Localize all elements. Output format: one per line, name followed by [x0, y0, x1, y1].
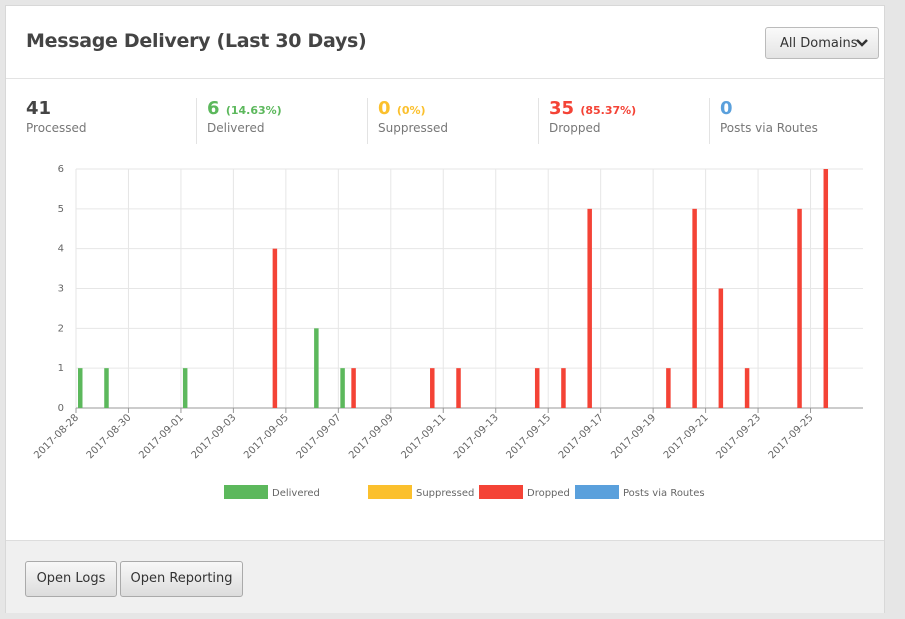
stat: 41 Processed — [16, 98, 186, 144]
bar — [718, 288, 724, 408]
bar — [456, 368, 461, 408]
legend-label: Posts via Routes — [623, 488, 705, 499]
stat-value: 0 — [378, 98, 391, 119]
stat-label: Delivered — [207, 121, 265, 135]
open-reporting-button[interactable]: Open Reporting — [120, 561, 243, 597]
bar — [104, 368, 109, 408]
y-tick-label: 6 — [58, 164, 64, 175]
x-tick-label: 2017-09-01 — [137, 412, 186, 461]
legend-label: Suppressed — [416, 488, 474, 499]
x-tick-label: 2017-09-19 — [609, 412, 658, 461]
legend-swatch — [368, 485, 412, 499]
bar — [692, 208, 697, 408]
footer: Open Logs Open Reporting — [6, 540, 884, 613]
open-logs-button[interactable]: Open Logs — [25, 561, 117, 597]
x-tick-label: 2017-09-03 — [190, 412, 239, 461]
x-tick-label: 2017-08-28 — [32, 412, 81, 461]
stat: 35 (85.37%) Dropped — [538, 98, 699, 144]
stat: 6 (14.63%) Delivered — [196, 98, 357, 144]
stat-value: 41 — [26, 98, 52, 119]
stat-value: 6 — [207, 98, 220, 119]
stat-label: Dropped — [549, 121, 601, 135]
y-tick-label: 1 — [58, 363, 64, 374]
legend-label: Dropped — [527, 488, 570, 499]
stat-value: 35 — [549, 98, 575, 119]
bar — [182, 368, 188, 408]
x-tick-label: 2017-09-21 — [662, 412, 711, 461]
divider — [6, 78, 884, 79]
legend-swatch — [575, 485, 619, 499]
y-tick-label: 2 — [58, 323, 64, 334]
card: Message Delivery (Last 30 Days) All Doma… — [5, 5, 885, 613]
chevron — [856, 39, 868, 47]
bar — [823, 169, 829, 408]
bar — [351, 368, 356, 408]
x-tick-label: 2017-08-30 — [85, 412, 134, 461]
bar — [78, 368, 83, 408]
stat-label: Suppressed — [378, 121, 449, 135]
bar — [534, 368, 540, 408]
x-tick-label: 2017-09-17 — [557, 412, 606, 461]
stat: 0 Posts via Routes — [709, 98, 870, 144]
x-tick-label: 2017-09-11 — [400, 412, 449, 461]
bar — [314, 328, 319, 408]
x-tick-label: 2017-09-07 — [295, 412, 344, 461]
x-tick-label: 2017-09-25 — [767, 412, 816, 461]
domain-dropdown[interactable]: All Domains — [765, 27, 879, 59]
stat: 0 (0%) Suppressed — [367, 98, 528, 144]
bar — [272, 248, 278, 408]
y-tick-label: 5 — [58, 204, 64, 215]
stat-label: Posts via Routes — [720, 121, 818, 135]
x-tick-label: 2017-09-23 — [714, 412, 763, 461]
bar — [587, 208, 592, 408]
bar — [430, 368, 435, 408]
x-tick-label: 2017-09-09 — [347, 412, 396, 461]
legend-swatch — [224, 485, 268, 499]
bar — [666, 368, 671, 408]
y-tick-label: 3 — [58, 284, 64, 295]
bar — [340, 368, 345, 408]
dropdown-label: All Domains — [780, 36, 858, 51]
bar — [797, 208, 802, 408]
title: Message Delivery (Last 30 Days) — [26, 30, 367, 52]
x-tick-label: 2017-09-13 — [452, 412, 501, 461]
stat-value: 0 — [720, 98, 733, 119]
stat-percent: (14.63%) — [225, 104, 282, 117]
stat-percent: (85.37%) — [580, 104, 637, 117]
x-tick-label: 2017-09-05 — [242, 412, 291, 461]
stat-label: Processed — [26, 121, 87, 135]
stat-percent: (0%) — [396, 104, 426, 117]
x-tick-label: 2017-09-15 — [504, 412, 553, 461]
legend-swatch — [479, 485, 523, 499]
legend-label: Delivered — [272, 488, 320, 499]
bar — [744, 368, 750, 408]
y-tick-label: 4 — [58, 244, 64, 255]
y-tick-label: 0 — [58, 403, 64, 414]
bar — [561, 368, 566, 408]
